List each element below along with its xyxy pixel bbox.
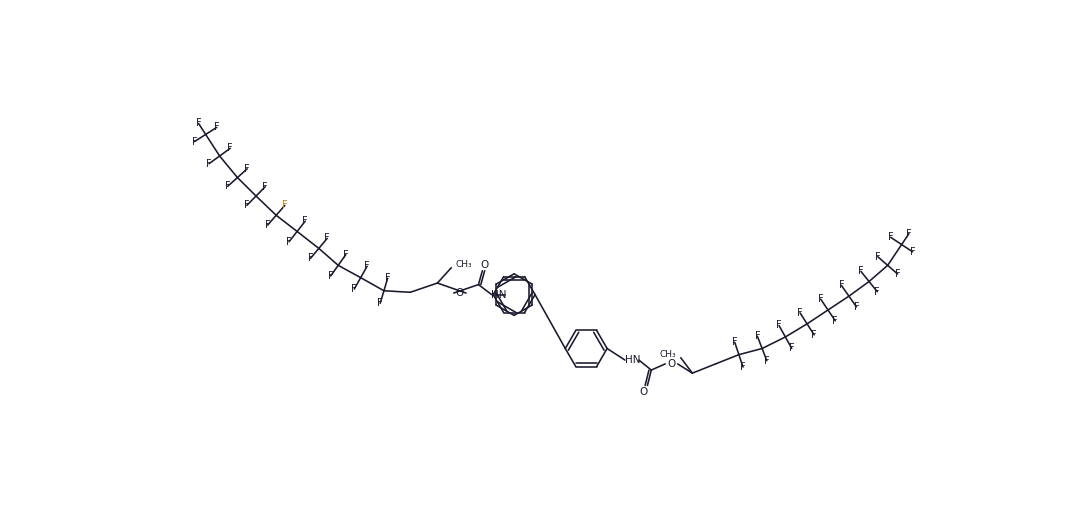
Text: O: O xyxy=(456,288,464,298)
Text: HN: HN xyxy=(625,355,641,365)
Text: F: F xyxy=(244,164,250,174)
Text: F: F xyxy=(875,252,880,262)
Text: F: F xyxy=(385,273,390,283)
Text: F: F xyxy=(191,137,198,146)
Text: F: F xyxy=(225,181,230,191)
Text: HN: HN xyxy=(491,289,506,299)
Text: F: F xyxy=(858,266,863,276)
Text: F: F xyxy=(874,287,880,297)
Text: F: F xyxy=(264,220,271,230)
Text: F: F xyxy=(818,294,823,304)
Text: F: F xyxy=(214,122,219,132)
Text: F: F xyxy=(798,308,803,318)
Text: F: F xyxy=(343,250,348,260)
Text: F: F xyxy=(741,362,746,372)
Text: F: F xyxy=(894,269,901,279)
Text: F: F xyxy=(776,321,782,331)
Text: F: F xyxy=(228,143,233,153)
Text: F: F xyxy=(352,284,357,294)
Text: F: F xyxy=(838,280,844,290)
Text: F: F xyxy=(307,253,313,263)
Text: F: F xyxy=(906,228,912,239)
Text: F: F xyxy=(364,261,370,271)
Text: F: F xyxy=(206,158,212,169)
Text: F: F xyxy=(302,216,309,226)
Text: O: O xyxy=(668,359,675,369)
Text: F: F xyxy=(909,247,916,257)
Text: O: O xyxy=(481,260,489,270)
Text: CH₃: CH₃ xyxy=(659,350,676,359)
Text: CH₃: CH₃ xyxy=(456,260,473,269)
Text: F: F xyxy=(328,271,333,281)
Text: F: F xyxy=(854,302,859,312)
Text: F: F xyxy=(262,182,268,192)
Text: F: F xyxy=(832,316,839,326)
Text: F: F xyxy=(812,330,817,340)
Text: F: F xyxy=(196,118,201,128)
Text: F: F xyxy=(244,200,249,210)
Text: F: F xyxy=(282,200,288,210)
Text: F: F xyxy=(888,232,893,242)
Text: O: O xyxy=(640,387,647,398)
Text: F: F xyxy=(325,233,330,243)
Text: F: F xyxy=(764,356,770,366)
Text: F: F xyxy=(286,237,291,247)
Text: F: F xyxy=(377,298,383,308)
Text: F: F xyxy=(789,343,794,354)
Text: F: F xyxy=(755,331,760,341)
Text: F: F xyxy=(732,337,737,347)
